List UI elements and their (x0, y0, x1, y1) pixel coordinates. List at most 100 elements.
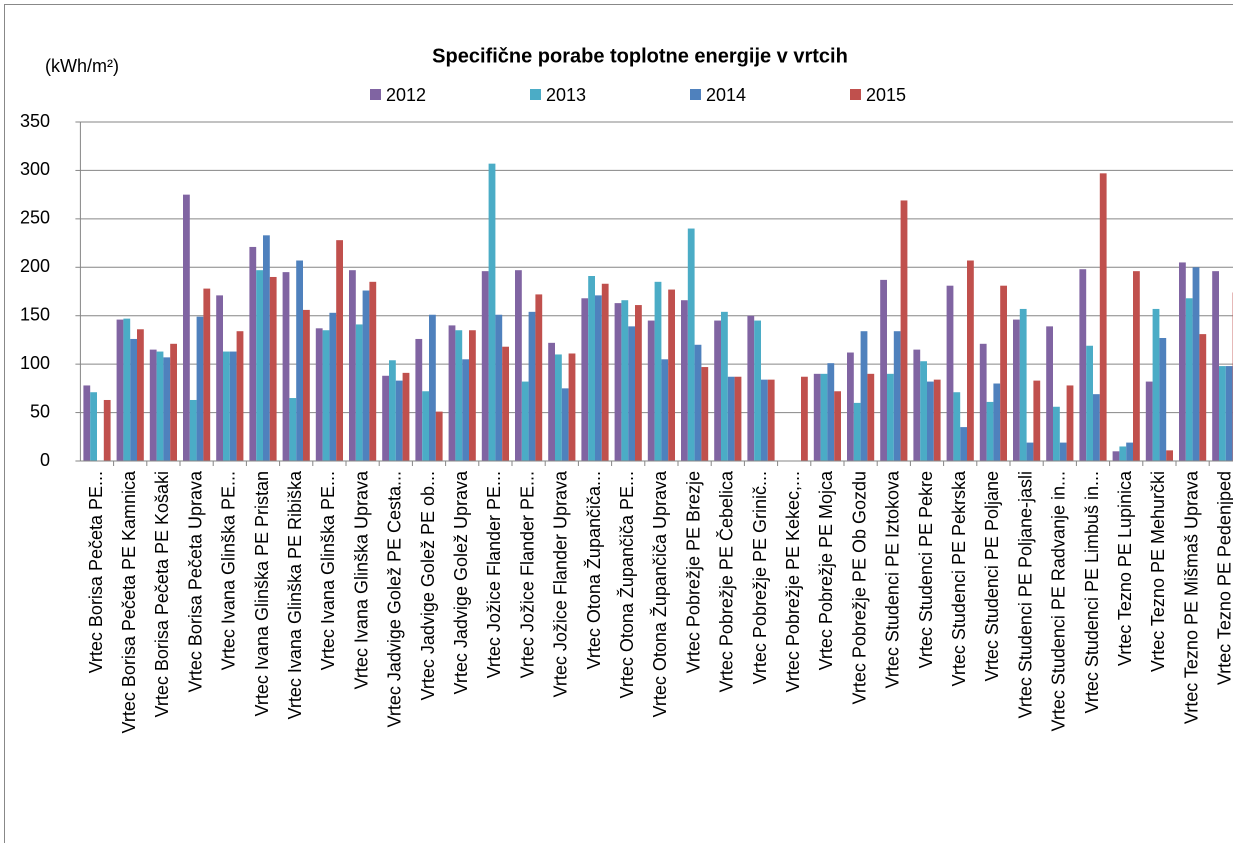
bar (402, 372, 410, 461)
bar (801, 376, 808, 461)
bar (761, 379, 768, 461)
bar (880, 279, 887, 461)
bar (1145, 381, 1153, 461)
bar (296, 260, 303, 461)
bar (967, 260, 974, 461)
bar (488, 163, 496, 462)
bar (1046, 326, 1053, 461)
x-tick-label: Vrtec Studenci PE Radvanje in... (1049, 471, 1069, 731)
bar (1079, 269, 1087, 461)
x-tick-label: Vrtec Pobrežje PE Mojca (816, 470, 836, 670)
x-tick-label: Vrtec Borisa Pečeta PE Kamnica (119, 470, 139, 733)
legend-label: 2013 (546, 85, 586, 105)
bar (382, 375, 389, 461)
bar (827, 363, 835, 461)
x-tick-label: Vrtec Studenci PE Limbuš in... (1082, 471, 1102, 713)
bar (860, 331, 868, 461)
y-tick-label: 0 (40, 450, 50, 470)
bar (1119, 446, 1127, 461)
chart-border (4, 4, 1233, 843)
bar (1192, 267, 1200, 461)
bar (515, 270, 522, 461)
bar (614, 303, 622, 461)
x-tick-label: Vrtec Ivana Glinška PE... (219, 471, 239, 670)
bar (535, 294, 543, 461)
x-tick-label: Vrtec Jadvige Golež Uprava (451, 470, 471, 694)
bar (196, 316, 204, 461)
bar (322, 330, 330, 461)
y-tick-label: 50 (30, 401, 50, 421)
bar (581, 298, 589, 461)
bar (834, 391, 841, 461)
bar (920, 361, 927, 461)
bar (163, 357, 171, 461)
bar (1033, 380, 1041, 461)
bar (170, 343, 177, 461)
bar (1026, 442, 1034, 461)
bar (495, 314, 503, 461)
bar (893, 331, 901, 461)
bar (694, 344, 702, 461)
bar (1013, 319, 1020, 461)
bar (362, 290, 370, 461)
bar (223, 351, 230, 461)
x-tick-label: Vrtec Jadvige Golež PE ob... (418, 471, 438, 700)
x-tick-label: Vrtec Studenci PE Poljane-jasli (1015, 471, 1035, 718)
bar (329, 312, 337, 461)
legend-swatch (690, 89, 701, 100)
bar (820, 373, 828, 461)
bar (528, 311, 536, 461)
bar (993, 383, 1001, 461)
x-tick-label: Vrtec Tezno PE Lupinica (1115, 470, 1135, 666)
y-tick-label: 200 (20, 256, 50, 276)
y-tick-label: 250 (20, 208, 50, 228)
bar (422, 391, 429, 461)
bar (1219, 366, 1226, 461)
bar (103, 399, 111, 461)
bar (555, 354, 562, 461)
y-tick-label: 350 (20, 111, 50, 131)
bar (123, 318, 131, 461)
bar (369, 281, 377, 461)
x-tick-label: Vrtec Otona Župančiča... (584, 471, 604, 669)
bar (927, 381, 934, 461)
x-tick-label: Vrtec Pobrežje PE Brezje (683, 471, 703, 673)
bar (216, 295, 223, 461)
bar (847, 352, 854, 461)
bar (263, 235, 270, 461)
bar (1019, 308, 1027, 461)
bar (149, 349, 157, 461)
x-tick-label: Vrtec Tezno PE Mehurčki (1148, 471, 1168, 672)
bar (654, 281, 662, 461)
bar (1112, 451, 1120, 461)
bar (946, 285, 954, 461)
bar (960, 427, 967, 461)
bar (1179, 262, 1186, 461)
chart-title: Specifične porabe toplotne energije v vr… (432, 45, 848, 67)
x-tick-label: Vrtec Ivana Glinška PE Ribiška (285, 470, 305, 719)
bar (1212, 271, 1219, 461)
bar (502, 346, 509, 461)
bar (289, 398, 297, 461)
x-tick-label: Vrtec Otona Župančiča PE... (617, 471, 637, 698)
bar (681, 300, 688, 461)
bar (189, 399, 197, 461)
bar (1053, 406, 1060, 461)
legend-swatch (370, 89, 381, 100)
bar (714, 320, 721, 461)
x-tick-label: Vrtec Tezno PE Mišmaš Uprava (1181, 470, 1201, 724)
x-tick-label: Vrtec Pobrežje PE Grinič... (750, 471, 770, 684)
y-axis-label: (kWh/m²) (45, 56, 119, 76)
bar (1199, 334, 1207, 461)
x-tick-label: Vrtec Borisa Pečeta PE... (86, 471, 106, 673)
bar (548, 342, 555, 461)
bar (481, 271, 489, 461)
bar (661, 359, 669, 461)
x-tick-label: Vrtec Otona Župančiča Uprava (650, 470, 670, 717)
x-tick-label: Vrtec Borisa Pečeta Uprava (185, 470, 205, 692)
bar (448, 325, 456, 461)
bar (979, 343, 987, 461)
x-tick-label: Vrtec Jožice Flander PE... (517, 471, 537, 678)
y-tick-label: 100 (20, 353, 50, 373)
